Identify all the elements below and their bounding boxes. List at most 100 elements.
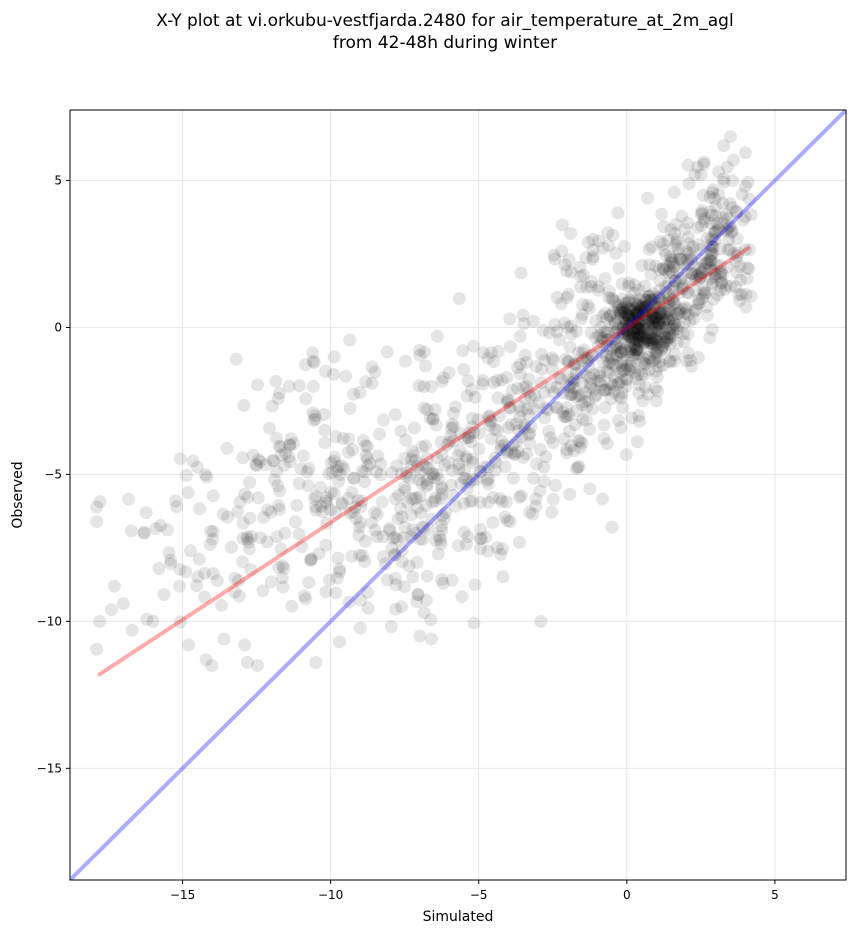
scatter-point xyxy=(389,602,403,616)
scatter-point xyxy=(309,500,322,514)
scatter-point xyxy=(678,222,692,236)
scatter-point xyxy=(381,573,394,587)
scatter-point xyxy=(602,357,616,371)
scatter-point xyxy=(663,264,677,278)
scatter-point xyxy=(622,293,636,307)
scatter-point xyxy=(653,292,667,306)
scatter-point xyxy=(700,255,714,269)
scatter-point xyxy=(385,541,399,555)
scatter-point xyxy=(573,260,587,274)
x-axis-label: Simulated xyxy=(423,909,494,925)
scatter-point xyxy=(341,445,355,459)
scatter-point xyxy=(393,501,407,515)
scatter-point xyxy=(229,352,243,366)
scatter-point xyxy=(616,330,630,344)
scatter-point xyxy=(355,464,369,478)
scatter-point xyxy=(697,212,711,226)
scatter-point xyxy=(435,519,449,533)
scatter-point xyxy=(649,333,663,347)
scatter-point xyxy=(269,374,283,388)
scatter-point xyxy=(400,466,414,480)
scatter-point xyxy=(397,531,411,545)
scatter-point xyxy=(386,531,400,545)
scatter-point xyxy=(198,468,212,482)
scatter-point xyxy=(677,279,691,292)
scatter-point xyxy=(668,296,681,310)
scatter-point xyxy=(722,220,736,234)
scatter-point xyxy=(455,590,469,604)
scatter-point xyxy=(308,409,322,423)
scatter-point xyxy=(342,491,356,505)
scatter-point xyxy=(624,316,638,330)
scatter-point xyxy=(705,240,719,254)
scatter-point xyxy=(586,252,600,266)
scatter-point xyxy=(665,329,679,343)
scatter-point xyxy=(377,413,390,427)
scatter-point xyxy=(584,326,598,340)
scatter-point xyxy=(277,561,291,575)
scatter-point xyxy=(430,329,444,343)
scatter-point xyxy=(647,312,661,325)
scatter-point xyxy=(739,287,753,301)
scatter-point xyxy=(564,319,578,333)
scatter-point xyxy=(645,240,659,254)
scatter-point xyxy=(663,355,677,369)
scatter-point xyxy=(568,358,581,372)
scatter-point xyxy=(514,430,528,444)
scatter-point xyxy=(670,307,684,321)
scatter-point xyxy=(173,562,187,576)
scatter-point xyxy=(657,330,671,344)
scatter-point xyxy=(278,526,292,540)
scatter-point xyxy=(563,340,577,354)
scatter-point xyxy=(695,266,709,279)
scatter-point xyxy=(563,424,576,438)
scatter-point xyxy=(695,266,709,280)
scatter-point xyxy=(649,364,663,378)
scatter-point xyxy=(495,439,508,453)
scatter-point xyxy=(627,286,641,300)
scatter-point xyxy=(666,284,680,298)
scatter-point xyxy=(662,303,676,317)
scatter-point xyxy=(149,522,163,536)
scatter-point xyxy=(283,438,297,452)
scatter-point xyxy=(498,510,512,524)
scatter-point xyxy=(276,559,290,573)
scatter-point xyxy=(576,413,590,427)
scatter-point xyxy=(602,382,616,396)
scatter-point xyxy=(220,441,234,455)
scatter-point xyxy=(631,308,645,322)
plot-frame xyxy=(69,109,847,881)
scatter-point xyxy=(638,293,652,307)
scatter-point xyxy=(633,414,646,428)
scatter-point xyxy=(181,486,195,499)
scatter-point xyxy=(659,285,673,299)
scatter-point xyxy=(641,387,655,401)
scatter-point xyxy=(332,474,346,488)
scatter-point xyxy=(535,347,549,361)
scatter-point xyxy=(620,308,633,321)
scatter-point xyxy=(645,306,659,320)
scatter-point xyxy=(407,421,421,435)
scatter-point xyxy=(714,270,727,284)
scatter-point xyxy=(614,306,628,320)
scatter-point xyxy=(345,549,359,563)
scatter-point xyxy=(560,264,574,278)
scatter-point xyxy=(157,588,171,601)
scatter-point xyxy=(631,297,645,311)
scatter-point xyxy=(584,381,598,395)
scatter-point xyxy=(627,314,641,328)
scatter-point xyxy=(663,322,677,335)
scatter-point xyxy=(510,435,524,449)
scatter-point xyxy=(635,258,649,272)
scatter-point xyxy=(407,492,421,506)
scatter-point xyxy=(534,614,548,628)
scatter-point xyxy=(547,248,561,262)
scatter-point xyxy=(578,395,592,409)
scatter-point xyxy=(632,283,646,297)
scatter-point xyxy=(720,160,734,174)
scatter-point xyxy=(557,410,571,424)
scatter-point xyxy=(329,430,343,444)
scatter-point xyxy=(385,465,399,479)
scatter-point xyxy=(447,406,461,420)
scatter-point xyxy=(663,331,677,345)
